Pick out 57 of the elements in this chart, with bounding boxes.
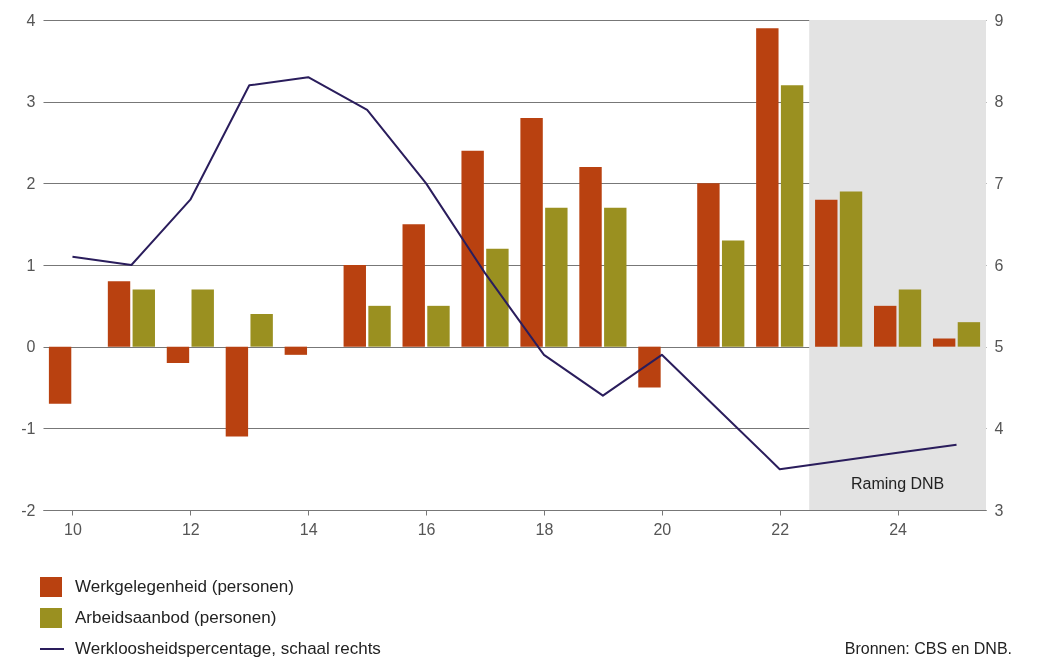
bar <box>898 289 922 347</box>
bar <box>191 289 214 347</box>
bar <box>932 338 956 347</box>
bar <box>874 305 897 347</box>
bar <box>721 240 745 347</box>
x-tick-label: 16 <box>417 520 436 538</box>
x-tick-label: 22 <box>771 520 790 538</box>
y2-tick-label: 5 <box>994 338 1004 356</box>
legend-label: Arbeidsaanbod (personen) <box>75 608 277 627</box>
bar <box>225 346 249 437</box>
bar <box>343 265 366 347</box>
y2-tick-label: 4 <box>994 419 1004 437</box>
y-tick-label: 3 <box>26 93 36 111</box>
x-tick-label: 14 <box>299 520 318 538</box>
x-tick-label: 18 <box>535 520 554 538</box>
y-tick-label: 2 <box>26 174 36 192</box>
bar <box>520 118 543 347</box>
y-tick-label: -1 <box>21 419 36 437</box>
y2-tick-label: 3 <box>994 501 1004 519</box>
bar <box>545 207 568 347</box>
text: Bronnen: CBS en DNB. <box>844 640 1012 657</box>
x-tick-label: 10 <box>64 520 82 538</box>
bar <box>461 150 484 347</box>
y2-tick-label: 9 <box>994 11 1004 29</box>
band-label: Raming DNB <box>850 475 945 492</box>
bar <box>132 289 155 347</box>
legend-label: Werkgelegenheid (personen) <box>75 577 294 596</box>
bar <box>166 346 190 363</box>
bar <box>486 248 509 347</box>
bar <box>756 28 779 347</box>
bar <box>402 224 425 347</box>
y2-tick-label: 7 <box>994 174 1004 192</box>
bar <box>697 183 720 347</box>
bar <box>638 346 661 388</box>
bar <box>957 322 981 347</box>
y-tick-label: 0 <box>26 338 36 356</box>
y-tick-label: -2 <box>21 501 36 519</box>
bar <box>107 281 131 347</box>
y-tick-label: 1 <box>26 256 36 274</box>
bar <box>250 314 273 347</box>
line-series <box>71 76 958 471</box>
bar <box>427 305 450 347</box>
bar <box>284 346 308 355</box>
legend-label: Werkloosheidspercentage, schaal rechts <box>75 639 381 658</box>
y2-tick-label: 8 <box>994 93 1004 111</box>
bar <box>604 207 627 347</box>
x-tick-label: 24 <box>889 520 908 538</box>
x-tick-label: 20 <box>653 520 672 538</box>
bar <box>780 85 804 347</box>
bar <box>579 167 602 347</box>
x-tick-label: 12 <box>181 520 200 538</box>
y-tick-label: 4 <box>26 11 36 29</box>
bar <box>815 199 838 347</box>
bar <box>368 305 391 347</box>
bar <box>839 191 863 347</box>
y2-tick-label: 6 <box>994 256 1004 274</box>
bar <box>48 346 72 404</box>
